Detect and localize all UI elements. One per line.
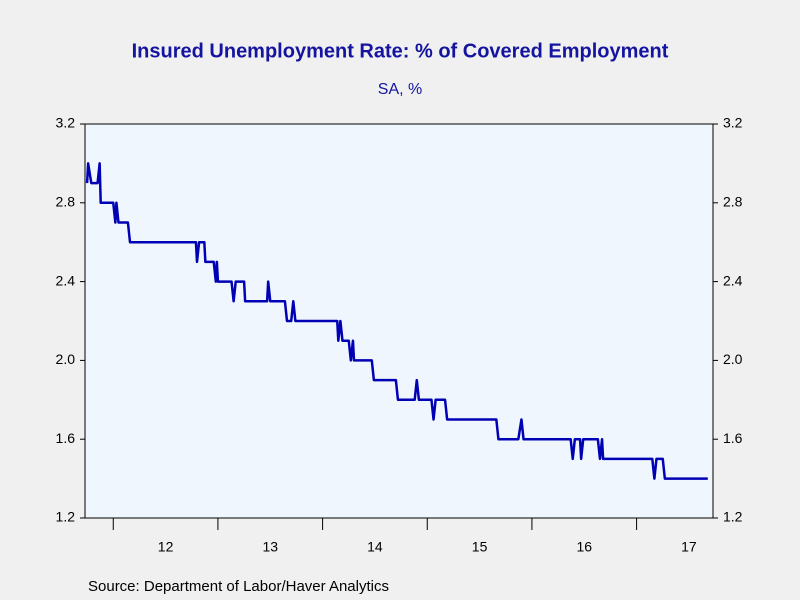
y2-tick-label: 2.8	[723, 194, 743, 210]
x-tick-label: 13	[262, 539, 278, 555]
y-tick-label: 1.2	[56, 509, 76, 525]
plot-area	[84, 123, 714, 519]
y-tick-label: 3.2	[56, 115, 76, 131]
chart-subtitle: SA, %	[378, 81, 422, 98]
x-tick-label: 15	[472, 539, 488, 555]
line-series	[85, 162, 708, 480]
x-tick-label: 16	[576, 539, 592, 555]
y-tick-label: 2.0	[56, 351, 76, 367]
chart-title: Insured Unemployment Rate: % of Covered …	[132, 40, 669, 62]
y2-tick-label: 2.0	[723, 351, 743, 367]
source: Source: Department of Labor/Haver Analyt…	[88, 578, 389, 595]
y-tick-label: 2.8	[56, 194, 76, 210]
y2-tick-label: 1.6	[723, 430, 743, 446]
y2-tick-label: 1.2	[723, 509, 743, 525]
y2-tick-label: 3.2	[723, 115, 743, 131]
y2-tick-label: 2.4	[723, 272, 743, 288]
x-tick-label: 17	[681, 539, 697, 555]
x-tick-label: 12	[158, 539, 174, 555]
x-tick-label: 14	[367, 539, 383, 555]
y-tick-label: 1.6	[56, 430, 76, 446]
y-tick-label: 2.4	[56, 272, 76, 288]
